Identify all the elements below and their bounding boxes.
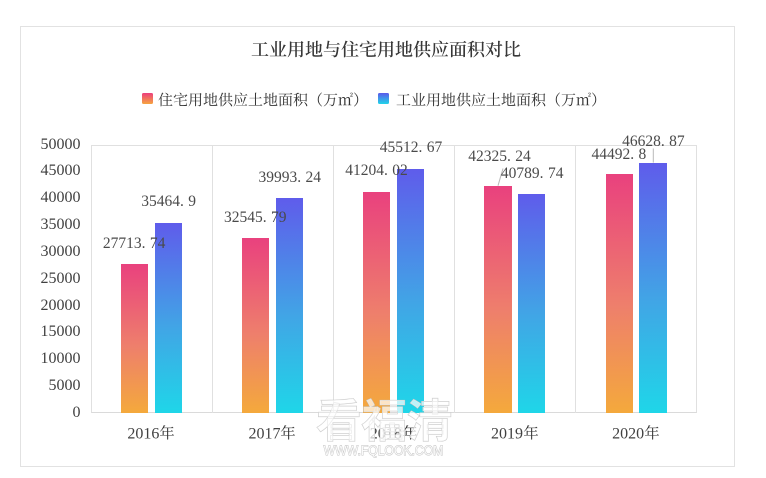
svg-text:WWW.FQLOOK.COM: WWW.FQLOOK.COM (324, 442, 444, 458)
